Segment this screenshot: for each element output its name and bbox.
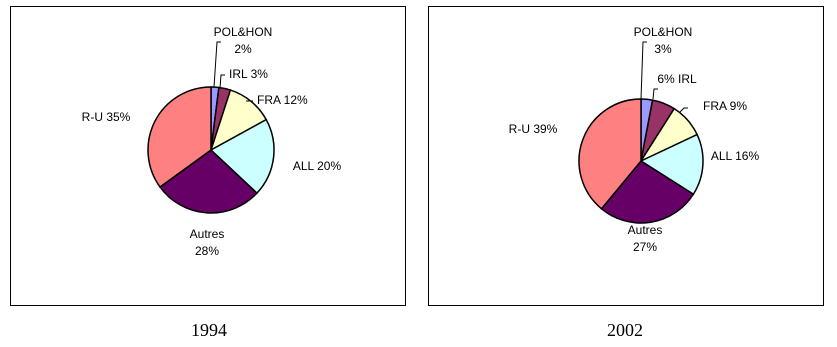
chart-caption-1994: 1994: [191, 320, 227, 340]
data-label-r-u-2002: R-U 39%: [509, 122, 558, 136]
data-label-irl-2002: 6% IRL: [657, 72, 697, 86]
pie-chart-panel-2002: POL&HON 3% 6% IRL FRA 9% ALL 16% Autres 27% R-U…: [428, 6, 824, 306]
pie-slice-r-u-2002: [578, 98, 642, 210]
leader-line-fra-2002: [679, 107, 688, 113]
data-label-autres-1994: Autres: [190, 227, 225, 241]
data-label-fra-2002: FRA 9%: [703, 99, 747, 113]
pie-chart-panel-1994: POL&HON 2% IRL 3% FRA 12% ALL 20% Autres 28% R-…: [10, 6, 406, 306]
chart-caption-2002: 2002: [607, 320, 643, 340]
leader-line-pol-hon-1994: [213, 41, 221, 88]
pie-slice-autres-1994: [158, 149, 258, 214]
data-label-autres-1994-pct: 28%: [195, 244, 219, 258]
pie-chart-2002: POL&HON 3% 6% IRL FRA 9% ALL 16% Autres 27% R-U…: [509, 25, 760, 254]
leader-line-irl-1994: [219, 74, 225, 89]
pie-slice-all-1994: [209, 118, 275, 195]
data-label-pol-hon-2002-pct: 3%: [654, 42, 672, 56]
data-label-all-2002: ALL 16%: [711, 149, 760, 163]
data-label-autres-2002: Autres: [628, 223, 663, 237]
leader-line-pol-hon-2002: [640, 41, 647, 100]
data-label-all-1994: ALL 20%: [293, 159, 342, 173]
data-label-fra-1994: FRA 12%: [257, 93, 308, 107]
leader-line-irl-2002: [652, 88, 658, 100]
data-label-autres-2002-pct: 27%: [633, 240, 657, 254]
pie-slice-r-u-1994: [147, 86, 212, 189]
pie-chart-1994: POL&HON 2% IRL 3% FRA 12% ALL 20% Autres 28% R-…: [82, 25, 342, 258]
data-label-pol-hon-1994-pct: 2%: [234, 42, 252, 56]
data-label-r-u-1994: R-U 35%: [82, 110, 131, 124]
data-label-pol-hon-1994: POL&HON: [214, 25, 273, 39]
pie-slice-all-2002: [639, 133, 704, 196]
data-label-pol-hon-2002: POL&HON: [634, 25, 693, 39]
pie-slice-autres-2002: [600, 160, 695, 224]
data-label-irl-1994: IRL 3%: [229, 67, 268, 81]
